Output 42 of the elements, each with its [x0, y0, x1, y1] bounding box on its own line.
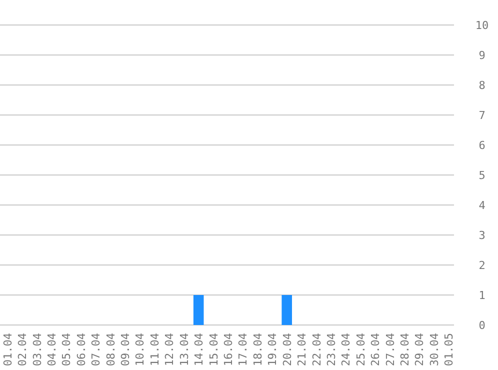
x-tick-label: 24.04 — [340, 332, 353, 366]
y-tick-label: 7 — [478, 108, 486, 122]
x-tick-label: 18.04 — [251, 332, 264, 366]
x-tick-label: 04.04 — [45, 332, 58, 366]
x-tick-label: 05.04 — [60, 332, 74, 366]
x-tick-label: 19.04 — [266, 332, 280, 366]
y-tick-label: 9 — [478, 48, 486, 62]
x-tick-label: 13.04 — [178, 332, 191, 366]
y-tick-label: 10 — [475, 18, 489, 32]
x-tick-label: 29.04 — [413, 332, 426, 366]
x-tick-label: 25.04 — [354, 332, 368, 366]
x-tick-label: 09.04 — [119, 332, 132, 366]
x-tick-label: 06.04 — [74, 332, 88, 366]
x-tick-label: 20.04 — [280, 332, 294, 366]
x-tick-label: 28.04 — [398, 332, 412, 366]
x-tick-label: 08.04 — [104, 332, 118, 366]
x-tick-label: 26.04 — [369, 332, 382, 366]
x-tick-label: 16.04 — [222, 332, 235, 366]
x-tick-label: 07.04 — [90, 332, 103, 366]
y-tick-label: 2 — [478, 258, 486, 272]
y-tick-label: 8 — [478, 78, 486, 92]
x-tick-label: 11.04 — [148, 332, 162, 366]
x-tick-label: 03.04 — [30, 332, 44, 366]
x-tick-label: 02.04 — [16, 332, 30, 366]
x-tick-label: 21.04 — [296, 332, 309, 366]
x-tick-label: 23.04 — [324, 332, 338, 366]
y-tick-label: 5 — [478, 168, 486, 182]
x-tick-label: 15.04 — [207, 332, 220, 366]
y-tick-label: 0 — [478, 318, 486, 332]
x-tick-label: 17.04 — [236, 332, 250, 366]
x-tick-label: 14.04 — [192, 332, 206, 366]
x-tick-label: 22.04 — [310, 332, 324, 366]
y-tick-label: 1 — [478, 288, 486, 302]
x-tick-label: 10.04 — [134, 332, 147, 366]
x-tick-label: 30.04 — [428, 332, 441, 366]
x-tick-label: 27.04 — [384, 332, 397, 366]
x-tick-label: 01.04 — [1, 332, 14, 366]
x-tick-label: 12.04 — [163, 332, 176, 366]
y-tick-label: 4 — [478, 198, 486, 212]
y-tick-label: 6 — [478, 138, 486, 152]
x-tick-label: 01.05 — [442, 333, 456, 366]
y-tick-label: 3 — [478, 228, 486, 242]
